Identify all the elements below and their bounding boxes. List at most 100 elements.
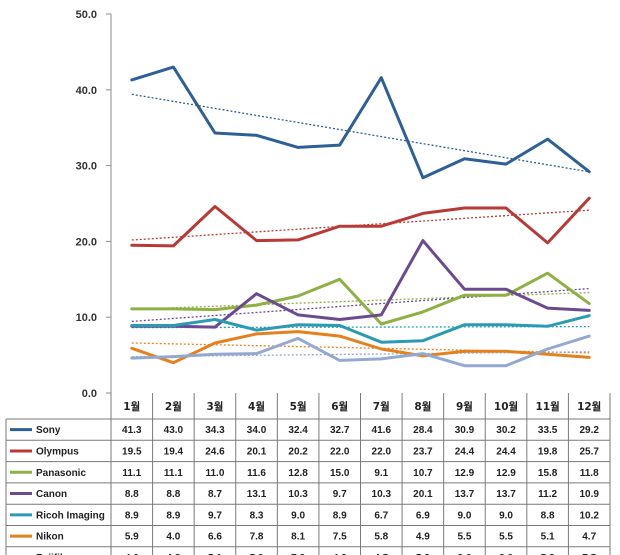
table-cell: 23.7	[413, 446, 433, 457]
table-cell: 8.7	[208, 489, 222, 500]
x-category-label: 1월	[123, 400, 140, 413]
table-cell: 6.9	[416, 510, 430, 521]
table-cell: 7.2	[291, 553, 305, 555]
y-axis: 0.0 10.0 20.0 30.0 40.0 50.0	[76, 9, 112, 400]
table-cell: 11.6	[247, 468, 266, 479]
series-name-label: Ricoh Imaging	[36, 510, 105, 521]
table-cell: 11.1	[164, 468, 183, 479]
table-cell: 5.2	[250, 553, 264, 555]
table-cell: 4.8	[166, 553, 180, 555]
x-category-label: 12월	[577, 400, 601, 413]
table-cell: 43.0	[164, 425, 184, 436]
table-cell: 5.2	[416, 553, 430, 555]
table-cell: 19.4	[164, 446, 184, 457]
table-cell: 10.7	[413, 468, 433, 479]
table-cell: 9.0	[458, 510, 472, 521]
table-cell: 9.0	[499, 510, 513, 521]
table-cell: 15.0	[330, 468, 350, 479]
table-cell: 32.7	[330, 425, 350, 436]
table-cell: 9.7	[208, 510, 222, 521]
y-tick-label: 0.0	[82, 388, 97, 400]
table-cell: 10.3	[288, 489, 308, 500]
x-category-label: 7월	[373, 400, 390, 413]
trendline-canon	[131, 287, 590, 323]
table-cell: 29.2	[579, 425, 599, 436]
table-cell: 8.9	[125, 510, 139, 521]
table-cell: 11.2	[538, 489, 557, 500]
table-cell: 13.7	[496, 489, 516, 500]
series-name-label: Fujifilm	[36, 553, 72, 555]
table-cell: 8.1	[291, 532, 305, 543]
table-cell: 5.5	[458, 532, 472, 543]
table-cell: 11.0	[205, 468, 224, 479]
series-line-ricoh-imaging	[130, 314, 591, 344]
table-cell: 34.3	[205, 425, 225, 436]
table-cell: 8.9	[166, 510, 180, 521]
series-line-canon	[130, 239, 591, 329]
y-tick-label: 40.0	[76, 85, 97, 97]
table-cell: 5.1	[208, 553, 222, 555]
series-line-sony	[130, 65, 591, 180]
table-cell: 9.1	[374, 468, 388, 479]
x-category-label: 4월	[248, 400, 265, 413]
table-cell: 33.5	[538, 425, 558, 436]
table-cell: 5.8	[374, 532, 388, 543]
table-cell: 5.5	[499, 532, 513, 543]
x-category-label: 3월	[206, 400, 223, 413]
table-cell: 7.8	[250, 532, 264, 543]
x-category-label: 5월	[290, 400, 307, 413]
series-name-label: Panasonic	[36, 468, 86, 479]
table-cell: 6.7	[374, 510, 388, 521]
table-cell: 8.8	[166, 489, 180, 500]
table-cell: 8.3	[250, 510, 264, 521]
table-cell: 10.9	[579, 489, 599, 500]
x-category-label: 2월	[165, 400, 182, 413]
table-cell: 28.4	[413, 425, 433, 436]
table-cell: 5.9	[125, 532, 139, 543]
table-cell: 32.4	[288, 425, 308, 436]
table-cell: 41.3	[122, 425, 142, 436]
y-tick-label: 50.0	[76, 9, 97, 21]
table-cell: 30.9	[455, 425, 475, 436]
table-cell: 4.0	[166, 532, 180, 543]
table-cell: 9.7	[333, 489, 347, 500]
table-cell: 24.4	[455, 446, 475, 457]
table-cell: 20.1	[247, 446, 267, 457]
series-name-label: Canon	[36, 489, 67, 500]
table-cell: 22.0	[330, 446, 350, 457]
series-lines	[130, 65, 591, 368]
table-cell: 6.6	[208, 532, 222, 543]
table-cell: 4.5	[374, 553, 388, 555]
series-name-label: Olympus	[36, 446, 79, 457]
table-cell: 8.9	[333, 510, 347, 521]
table-cell: 4.7	[582, 532, 596, 543]
table-cell: 24.4	[496, 446, 516, 457]
y-tick-label: 20.0	[76, 236, 97, 248]
table-cell: 10.3	[372, 489, 392, 500]
table-cell: 25.7	[579, 446, 599, 457]
series-line-olympus	[130, 196, 591, 248]
series-line-fujifilm	[130, 334, 591, 368]
table-cell: 3.6	[499, 553, 513, 555]
series-name-label: Sony	[36, 425, 61, 436]
table-cell: 4.6	[125, 553, 139, 555]
table-cell: 8.8	[125, 489, 139, 500]
table-cell: 7.5	[333, 532, 347, 543]
x-category-label: 9월	[456, 400, 473, 413]
series-line-nikon	[130, 330, 591, 365]
table-cell: 4.9	[416, 532, 430, 543]
table-cell: 5.1	[541, 532, 555, 543]
table-cell: 24.6	[205, 446, 225, 457]
y-tick-label: 10.0	[76, 312, 97, 324]
table-cell: 8.8	[541, 510, 555, 521]
table-cell: 22.0	[372, 446, 392, 457]
table-cell: 9.0	[291, 510, 305, 521]
table-cell: 5.8	[541, 553, 555, 555]
table-cell: 11.8	[580, 468, 599, 479]
table-cell: 10.2	[579, 510, 599, 521]
x-category-label: 8월	[414, 400, 431, 413]
table-cell: 12.9	[455, 468, 475, 479]
table-cell: 20.1	[413, 489, 433, 500]
table-cell: 41.6	[372, 425, 392, 436]
table-cell: 7.5	[582, 553, 596, 555]
